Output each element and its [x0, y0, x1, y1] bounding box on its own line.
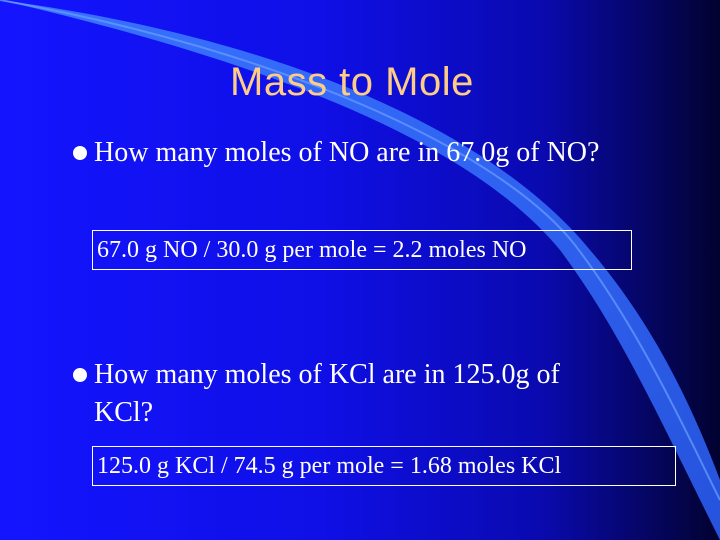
curve-highlight: [0, 0, 720, 501]
question-text: How many moles of KCl are in 125.0g of K…: [94, 359, 560, 428]
answer-box: 67.0 g NO / 30.0 g per mole = 2.2 moles …: [92, 230, 632, 270]
bullet-disc-icon: [73, 146, 87, 160]
question-text: How many moles of NO are in 67.0g of NO?: [94, 137, 600, 168]
answer-box: 125.0 g KCl / 74.5 g per mole = 1.68 mol…: [92, 446, 676, 486]
bullet-disc-icon: [73, 368, 87, 382]
slide-title: Mass to Mole: [230, 60, 474, 104]
